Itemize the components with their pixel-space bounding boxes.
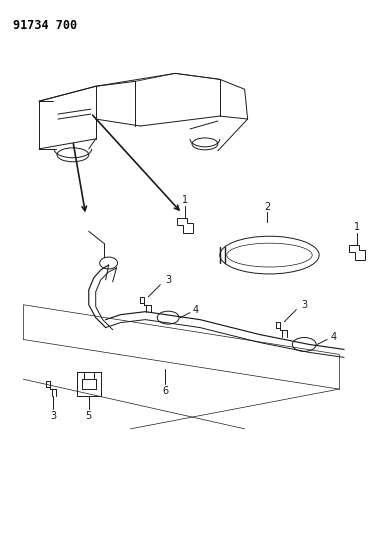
Text: 4: 4	[331, 332, 337, 342]
Text: 1: 1	[354, 222, 360, 232]
Text: 3: 3	[301, 300, 307, 310]
Text: 4: 4	[193, 305, 199, 314]
Text: 1: 1	[182, 196, 188, 205]
Text: 3: 3	[165, 275, 171, 285]
Text: 6: 6	[162, 386, 168, 396]
Text: 3: 3	[50, 411, 56, 421]
Text: 2: 2	[264, 203, 270, 213]
Text: 91734 700: 91734 700	[13, 19, 78, 32]
Text: 5: 5	[85, 411, 92, 421]
